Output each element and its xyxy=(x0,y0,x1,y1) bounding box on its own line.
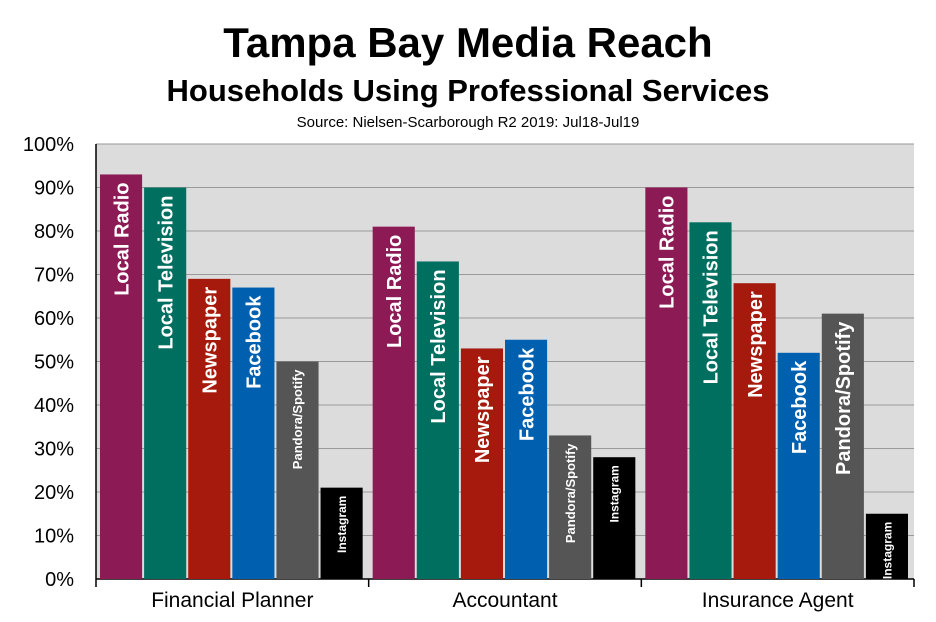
x-category-label: Accountant xyxy=(452,589,557,612)
chart-source: Source: Nielsen-Scarborough R2 2019: Jul… xyxy=(296,114,640,131)
chart-subtitle: Households Using Professional Services xyxy=(166,73,770,108)
bar xyxy=(100,174,143,579)
bar-label: Instagram xyxy=(608,465,622,522)
chart-title: Tampa Bay Media Reach xyxy=(223,19,713,66)
bar-label: Instagram xyxy=(880,522,894,579)
y-tick-label: 100% xyxy=(23,134,74,156)
bar-label: Local Television xyxy=(155,196,177,350)
bar xyxy=(276,361,319,579)
bar xyxy=(645,187,688,579)
y-tick-label: 90% xyxy=(34,178,74,200)
bar xyxy=(320,487,363,579)
bar xyxy=(232,287,275,579)
bar-label: Facebook xyxy=(244,295,266,389)
bar xyxy=(777,352,820,579)
bar-label: Instagram xyxy=(335,496,349,553)
y-tick-label: 0% xyxy=(45,569,74,591)
bar-label: Local Radio xyxy=(384,235,406,348)
bar xyxy=(505,339,548,579)
x-category-label: Insurance Agent xyxy=(702,589,854,612)
bar-label: Pandora/Spotify xyxy=(563,443,578,543)
bar-label: Facebook xyxy=(516,347,538,441)
bar-label: Local Radio xyxy=(111,182,133,295)
bar-label: Facebook xyxy=(789,360,811,454)
y-tick-label: 60% xyxy=(34,308,74,330)
y-tick-label: 50% xyxy=(34,352,74,374)
bar-label: Newspaper xyxy=(199,287,221,394)
y-tick-label: 70% xyxy=(34,265,74,287)
bar-label: Newspaper xyxy=(745,291,767,398)
y-tick-label: 30% xyxy=(34,439,74,461)
bar xyxy=(593,457,636,579)
bar xyxy=(733,283,776,579)
bar xyxy=(460,348,503,579)
bar-label: Pandora/Spotify xyxy=(833,321,855,475)
bar xyxy=(689,222,732,580)
bar xyxy=(549,435,592,579)
bar xyxy=(188,278,231,579)
bar xyxy=(144,187,187,579)
x-category-label: Financial Planner xyxy=(151,589,313,612)
bar-label: Local Radio xyxy=(657,196,679,309)
bar xyxy=(821,313,864,579)
bar-label: Newspaper xyxy=(472,356,494,463)
bar-label: Local Television xyxy=(701,230,723,384)
bar-label: Local Television xyxy=(428,269,450,423)
bar xyxy=(416,261,459,579)
y-tick-label: 80% xyxy=(34,221,74,243)
bar xyxy=(865,513,908,579)
bar xyxy=(372,226,415,579)
bar-label: Pandora/Spotify xyxy=(290,369,305,469)
y-tick-label: 20% xyxy=(34,482,74,504)
y-tick-label: 40% xyxy=(34,395,74,417)
y-tick-label: 10% xyxy=(34,526,74,548)
